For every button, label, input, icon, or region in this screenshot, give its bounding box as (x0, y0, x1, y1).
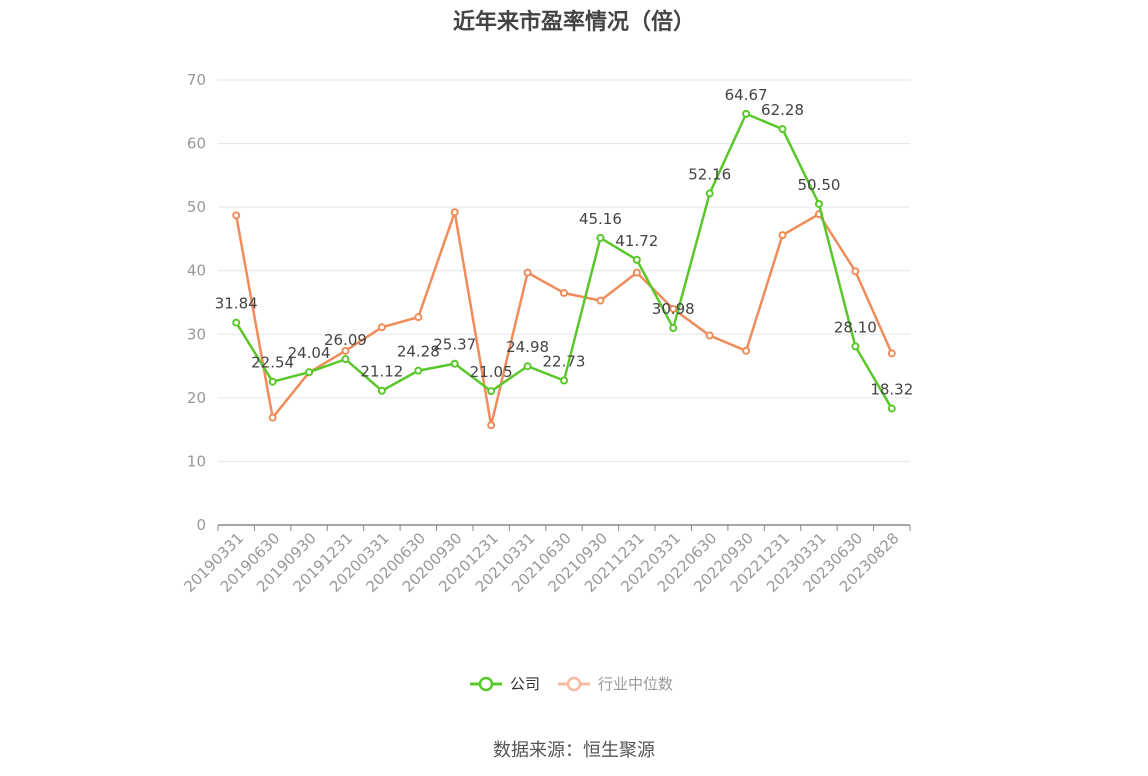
data-label: 31.84 (215, 295, 258, 313)
company-point (232, 318, 241, 327)
legend-industry-label: 行业中位数 (598, 675, 673, 693)
industry-point (560, 288, 568, 297)
data-label: 28.10 (834, 318, 877, 336)
y-tick-label: 20 (187, 389, 206, 407)
company-point (851, 342, 860, 351)
data-label: 26.09 (324, 331, 367, 349)
company-point (596, 233, 605, 242)
y-tick-label: 10 (187, 452, 206, 470)
company-point (414, 366, 423, 375)
legend: 公司 行业中位数 (470, 675, 673, 693)
industry-point (341, 346, 350, 355)
company-point (450, 359, 459, 368)
y-tick-label: 30 (187, 325, 206, 343)
industry-point (596, 296, 605, 305)
company-point (742, 109, 751, 118)
y-tick-label: 40 (187, 262, 206, 280)
company-point (305, 368, 314, 377)
data-label: 25.37 (433, 336, 476, 354)
industry-point (523, 268, 532, 277)
grid-lines (218, 79, 910, 462)
company-point (341, 355, 350, 364)
y-tick-label: 50 (187, 198, 206, 216)
industry-point (232, 211, 241, 220)
industry-point (487, 421, 496, 430)
data-label: 64.67 (725, 86, 768, 104)
data-label: 50.50 (797, 176, 840, 194)
company-point (705, 189, 714, 198)
y-tick-label: 0 (196, 516, 206, 534)
company-point (560, 376, 568, 385)
legend-industry-icon (566, 676, 582, 692)
industry-point (851, 267, 860, 276)
industry-point (778, 231, 787, 240)
industry-point (268, 413, 277, 422)
data-label: 41.72 (615, 232, 658, 250)
data-source-note: 数据来源：恒生聚源 (493, 740, 655, 761)
company-point (887, 404, 896, 413)
company-point (632, 255, 641, 264)
data-label: 24.98 (506, 338, 549, 356)
data-label: 21.05 (470, 363, 513, 381)
data-label: 22.73 (543, 353, 586, 371)
industry-series-line (234, 210, 893, 427)
industry-point (669, 304, 678, 313)
company-point (377, 386, 386, 395)
data-label: 22.54 (251, 354, 294, 372)
industry-point (742, 346, 751, 355)
y-tick-label: 60 (187, 135, 206, 153)
data-label: 52.16 (688, 165, 731, 183)
data-label: 21.12 (360, 363, 403, 381)
data-label: 18.32 (870, 381, 913, 399)
company-point (778, 125, 787, 134)
industry-point (705, 331, 714, 340)
industry-point (414, 313, 423, 322)
chart-title: 近年来市盈率情况（倍） (452, 10, 695, 35)
data-label: 30.98 (652, 300, 695, 318)
y-axis-ticks: 0 10 20 30 40 50 60 70 (187, 71, 206, 534)
data-label: 24.28 (397, 343, 440, 361)
company-point (814, 199, 823, 208)
company-point (268, 377, 277, 386)
data-label: 62.28 (761, 101, 804, 119)
legend-company-label: 公司 (510, 675, 540, 693)
industry-point (887, 349, 896, 358)
company-point (487, 387, 496, 396)
x-axis-ticks: 2019033120190630201909302019123120200331… (180, 525, 911, 596)
industry-point (450, 208, 459, 217)
legend-company-icon (478, 676, 494, 692)
industry-point (632, 268, 641, 277)
company-point (523, 362, 532, 371)
data-label: 45.16 (579, 210, 622, 228)
series-lines (232, 109, 896, 430)
data-label: 24.04 (288, 344, 331, 362)
y-tick-label: 70 (187, 71, 206, 89)
company-point (669, 324, 678, 333)
industry-point (377, 323, 386, 332)
